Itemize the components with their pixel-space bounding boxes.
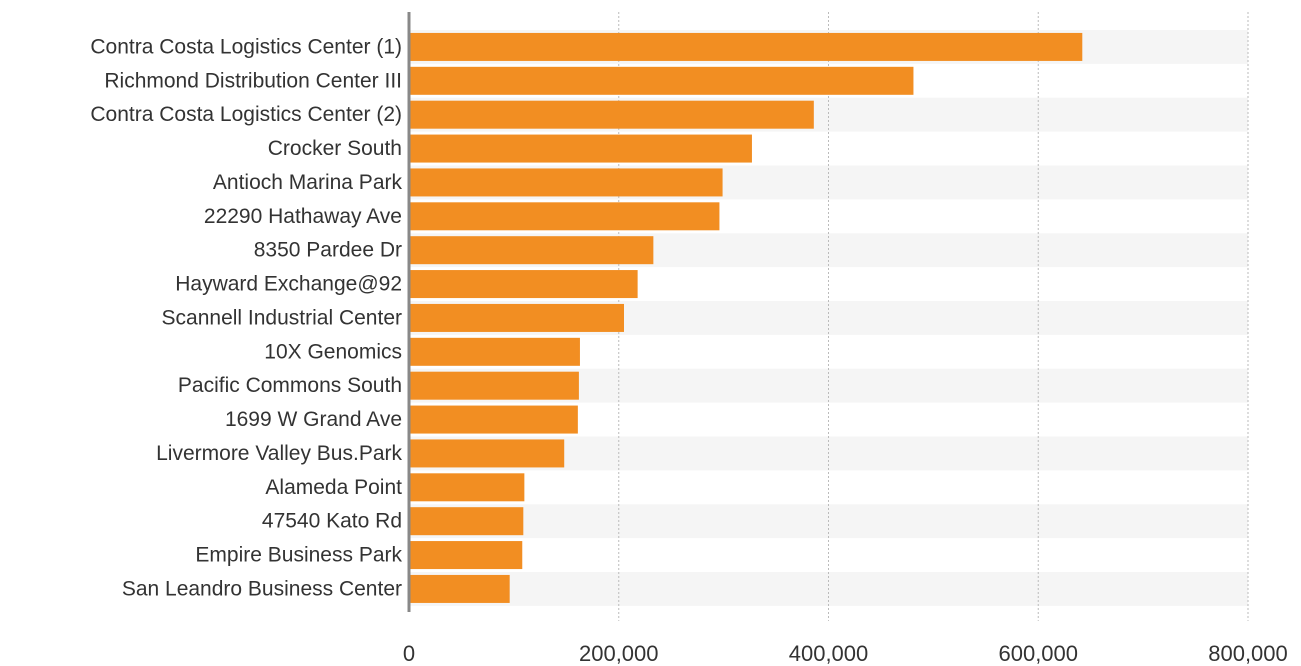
y-tick-label: Antioch Marina Park xyxy=(213,171,403,194)
x-tick-label: 0 xyxy=(403,641,415,666)
x-tick-label: 200,000 xyxy=(579,641,659,666)
bar xyxy=(409,541,523,570)
x-tick-label: 400,000 xyxy=(789,641,869,666)
x-tick-label: 600,000 xyxy=(998,641,1078,666)
bar xyxy=(409,32,1083,61)
y-tick-label: Contra Costa Logistics Center (2) xyxy=(90,103,402,126)
bar xyxy=(409,66,914,95)
bar xyxy=(409,168,723,197)
bar xyxy=(409,405,578,434)
y-tick-label: Alameda Point xyxy=(265,476,402,499)
y-tick-label: Scannell Industrial Center xyxy=(162,306,402,329)
y-tick-label: Richmond Distribution Center III xyxy=(104,69,402,92)
bar xyxy=(409,507,524,536)
bar xyxy=(409,270,638,299)
y-tick-label: 1699 W Grand Ave xyxy=(225,408,402,431)
y-tick-label: Empire Business Park xyxy=(195,544,402,567)
y-tick-label: 47540 Kato Rd xyxy=(262,510,402,533)
y-tick-label: San Leandro Business Center xyxy=(122,577,402,600)
bar xyxy=(409,439,565,468)
bar xyxy=(409,303,624,332)
bars xyxy=(409,32,1083,603)
y-tick-label: 10X Genomics xyxy=(264,340,402,363)
y-tick-label: Contra Costa Logistics Center (1) xyxy=(90,35,402,58)
bar xyxy=(409,473,525,502)
y-tick-label: Crocker South xyxy=(268,137,402,160)
y-tick-label: 8350 Pardee Dr xyxy=(254,239,402,262)
bar xyxy=(409,574,510,603)
bar xyxy=(409,371,579,400)
bar xyxy=(409,100,814,129)
y-tick-label: 22290 Hathaway Ave xyxy=(204,205,402,228)
y-tick-label: Hayward Exchange@92 xyxy=(175,273,402,296)
y-tick-label: Pacific Commons South xyxy=(178,374,402,397)
bar xyxy=(409,236,654,265)
x-tick-label: 800,000 xyxy=(1208,641,1288,666)
bar xyxy=(409,134,752,163)
bar xyxy=(409,337,580,366)
y-tick-label: Livermore Valley Bus.Park xyxy=(156,442,402,465)
bar xyxy=(409,202,720,231)
